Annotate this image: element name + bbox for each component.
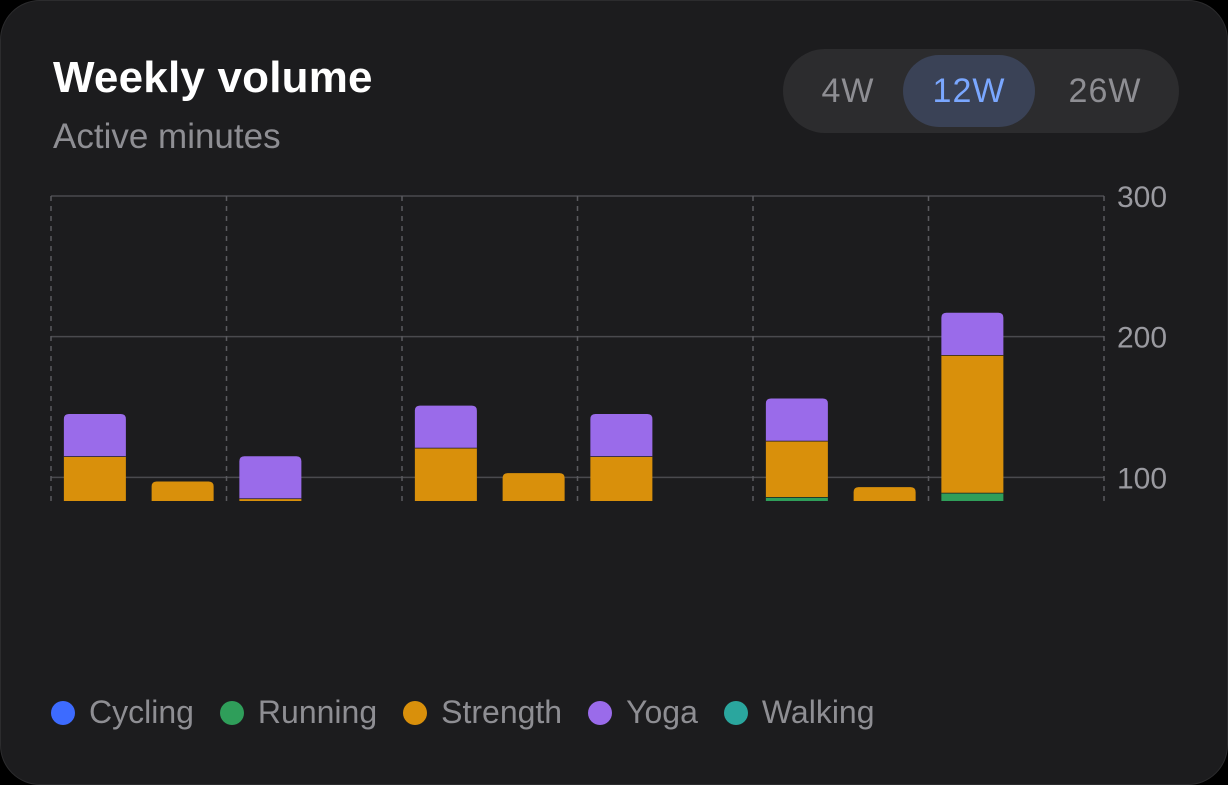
bar-6-29-yoga: [590, 414, 653, 457]
bar-7-27-strength: [941, 354, 1004, 493]
legend-item-walking: Walking: [723, 694, 875, 731]
legend-label-walking: Walking: [761, 694, 875, 730]
bar-7-13-strength: [765, 440, 828, 498]
range-toggle: 4W 12W 26W: [783, 49, 1179, 133]
chart-legend: Cycling Running Strength Yoga Walking: [51, 694, 901, 731]
range-12w-button[interactable]: 12W: [903, 55, 1035, 127]
bar-5-25-strength: [151, 481, 214, 501]
chart-subtitle: Active minutes: [53, 117, 281, 156]
legend-dot-yoga: [588, 700, 613, 725]
bar-6-1-yoga: [239, 456, 302, 499]
stacked-bar-chart: 01002003005/186/16/156/297/137/27: [50, 181, 1167, 501]
legend-item-running: Running: [219, 694, 378, 731]
legend-item-yoga: Yoga: [588, 694, 698, 731]
bar-7-27-yoga: [941, 312, 1004, 355]
y-tick-label-200: 200: [1117, 322, 1167, 355]
legend-item-cycling: Cycling: [51, 694, 194, 731]
bar-7-20-strength: [853, 487, 916, 501]
bar-6-15-strength: [414, 447, 477, 501]
legend-dot-cycling: [51, 700, 75, 725]
y-tick-label-300: 300: [1117, 181, 1167, 214]
bar-7-13-yoga: [765, 398, 828, 441]
range-4w-button[interactable]: 4W: [821, 71, 875, 110]
bar-6-29-strength: [590, 456, 653, 501]
bar-7-27-running: [941, 492, 1004, 501]
bar-6-15-yoga: [414, 405, 477, 448]
legend-item-strength: Strength: [403, 694, 562, 731]
legend-dot-walking: [723, 700, 748, 725]
y-tick-label-100: 100: [1117, 462, 1167, 495]
chart-title: Weekly volume: [53, 53, 373, 102]
legend-label-running: Running: [257, 694, 378, 730]
legend-dot-running: [219, 700, 244, 725]
bar-5-18-strength: [63, 456, 126, 501]
legend-label-cycling: Cycling: [89, 694, 194, 730]
bar-5-18-yoga: [63, 414, 126, 457]
legend-label-yoga: Yoga: [626, 694, 698, 730]
bar-7-13-running: [765, 497, 828, 501]
range-26w-button[interactable]: 26W: [1068, 71, 1142, 110]
legend-label-strength: Strength: [441, 694, 563, 730]
legend-dot-strength: [403, 700, 428, 725]
bar-6-22-strength: [502, 473, 565, 501]
